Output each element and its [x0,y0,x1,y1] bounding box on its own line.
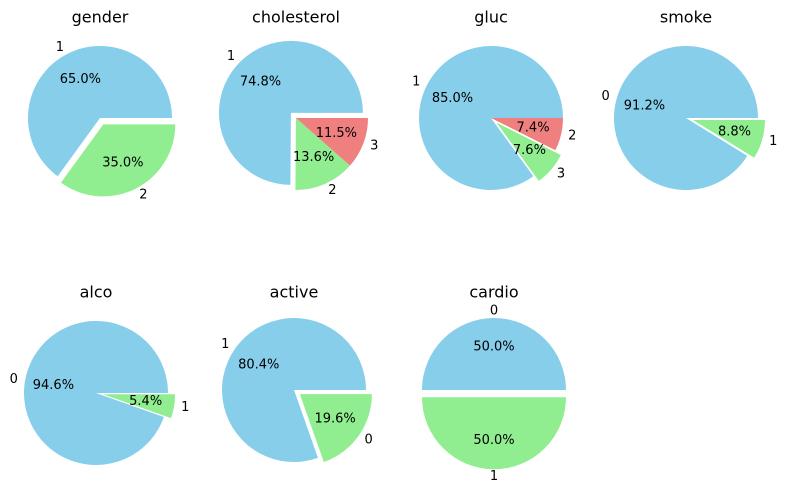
pie-slice-cholesterol-2 [295,118,350,190]
pie-panel-smoke: smoke 0 91.2% 1 8.8% [602,8,777,191]
pie-category-label: 1 [227,49,235,64]
pie-percent-label: 65.0% [60,72,101,87]
pie-percent-label: 35.0% [102,155,143,170]
pie-title: smoke [660,8,712,27]
pie-percent-label: 5.4% [129,394,162,409]
pie-percent-label: 11.5% [316,126,357,141]
pie-slice-cholesterol-3 [296,118,368,166]
pie-slice-gender-1 [28,46,173,177]
pie-slice-smoke-0 [614,46,758,191]
pie-category-label: 1 [412,75,420,90]
pie-category-label: 1 [181,400,189,415]
pie-title: gluc [474,8,508,27]
pie-title: cholesterol [252,8,340,27]
pie-category-label: 1 [56,40,64,55]
pie-title: cardio [469,283,518,302]
pie-slice-gluc-3 [496,122,561,181]
pie-slice-alco-1 [103,394,176,419]
pie-category-label: 2 [328,183,336,198]
pie-percent-label: 74.8% [240,75,281,90]
pie-category-label: 3 [370,139,378,154]
pie-percent-label: 13.6% [293,150,334,165]
pie-slice-active-1 [222,317,366,462]
pie-category-label: 1 [769,134,777,149]
pie-panel-cholesterol: cholesterol 1 74.8% 2 13.6% 3 11.5% [218,8,378,198]
pie-slice-cardio-1 [422,397,566,470]
pie-category-label: 0 [602,89,610,104]
pie-percent-label: 94.6% [33,378,74,393]
pie-panel-gender: gender 1 65.0% 2 35.0% [28,8,176,202]
pie-slice-alco-0 [24,321,169,466]
pie-slice-gluc-1 [419,45,563,190]
pie-slice-cholesterol-1 [218,40,363,185]
pie-title: gender [72,8,129,27]
pie-slice-active-0 [299,394,372,463]
pie-slice-gluc-2 [491,118,563,151]
pie-percent-label: 50.0% [473,339,514,354]
pie-title: alco [80,283,113,302]
pie-slice-cardio-0 [422,318,566,390]
pie-slice-smoke-1 [692,119,765,158]
pie-panel-gluc: gluc 1 85.0% 3 7.6% 2 7.4% [412,8,576,190]
pie-slice-gender-2 [60,124,176,197]
pie-percent-label: 19.6% [314,412,355,427]
pie-category-label: 0 [365,432,373,447]
pie-percent-label: 7.4% [517,120,550,135]
pie-category-label: 1 [221,337,229,352]
pie-percent-label: 91.2% [624,99,665,114]
pie-category-label: 3 [557,166,565,181]
pie-title: active [270,283,319,302]
pie-percent-label: 7.6% [513,143,546,158]
pie-percent-label: 8.8% [718,124,751,139]
pie-category-label: 2 [139,187,147,202]
pie-panel-active: active 1 80.4% 0 19.6% [221,283,373,463]
pie-category-label: 0 [490,303,498,318]
pie-category-label: 1 [490,469,498,484]
pie-percent-label: 80.4% [238,358,279,373]
pie-panel-alco: alco 0 94.6% 1 5.4% [10,283,189,466]
pie-percent-label: 50.0% [473,433,514,448]
pie-category-label: 2 [568,129,576,144]
pie-percent-label: 85.0% [432,91,473,106]
pie-category-label: 0 [10,372,18,387]
